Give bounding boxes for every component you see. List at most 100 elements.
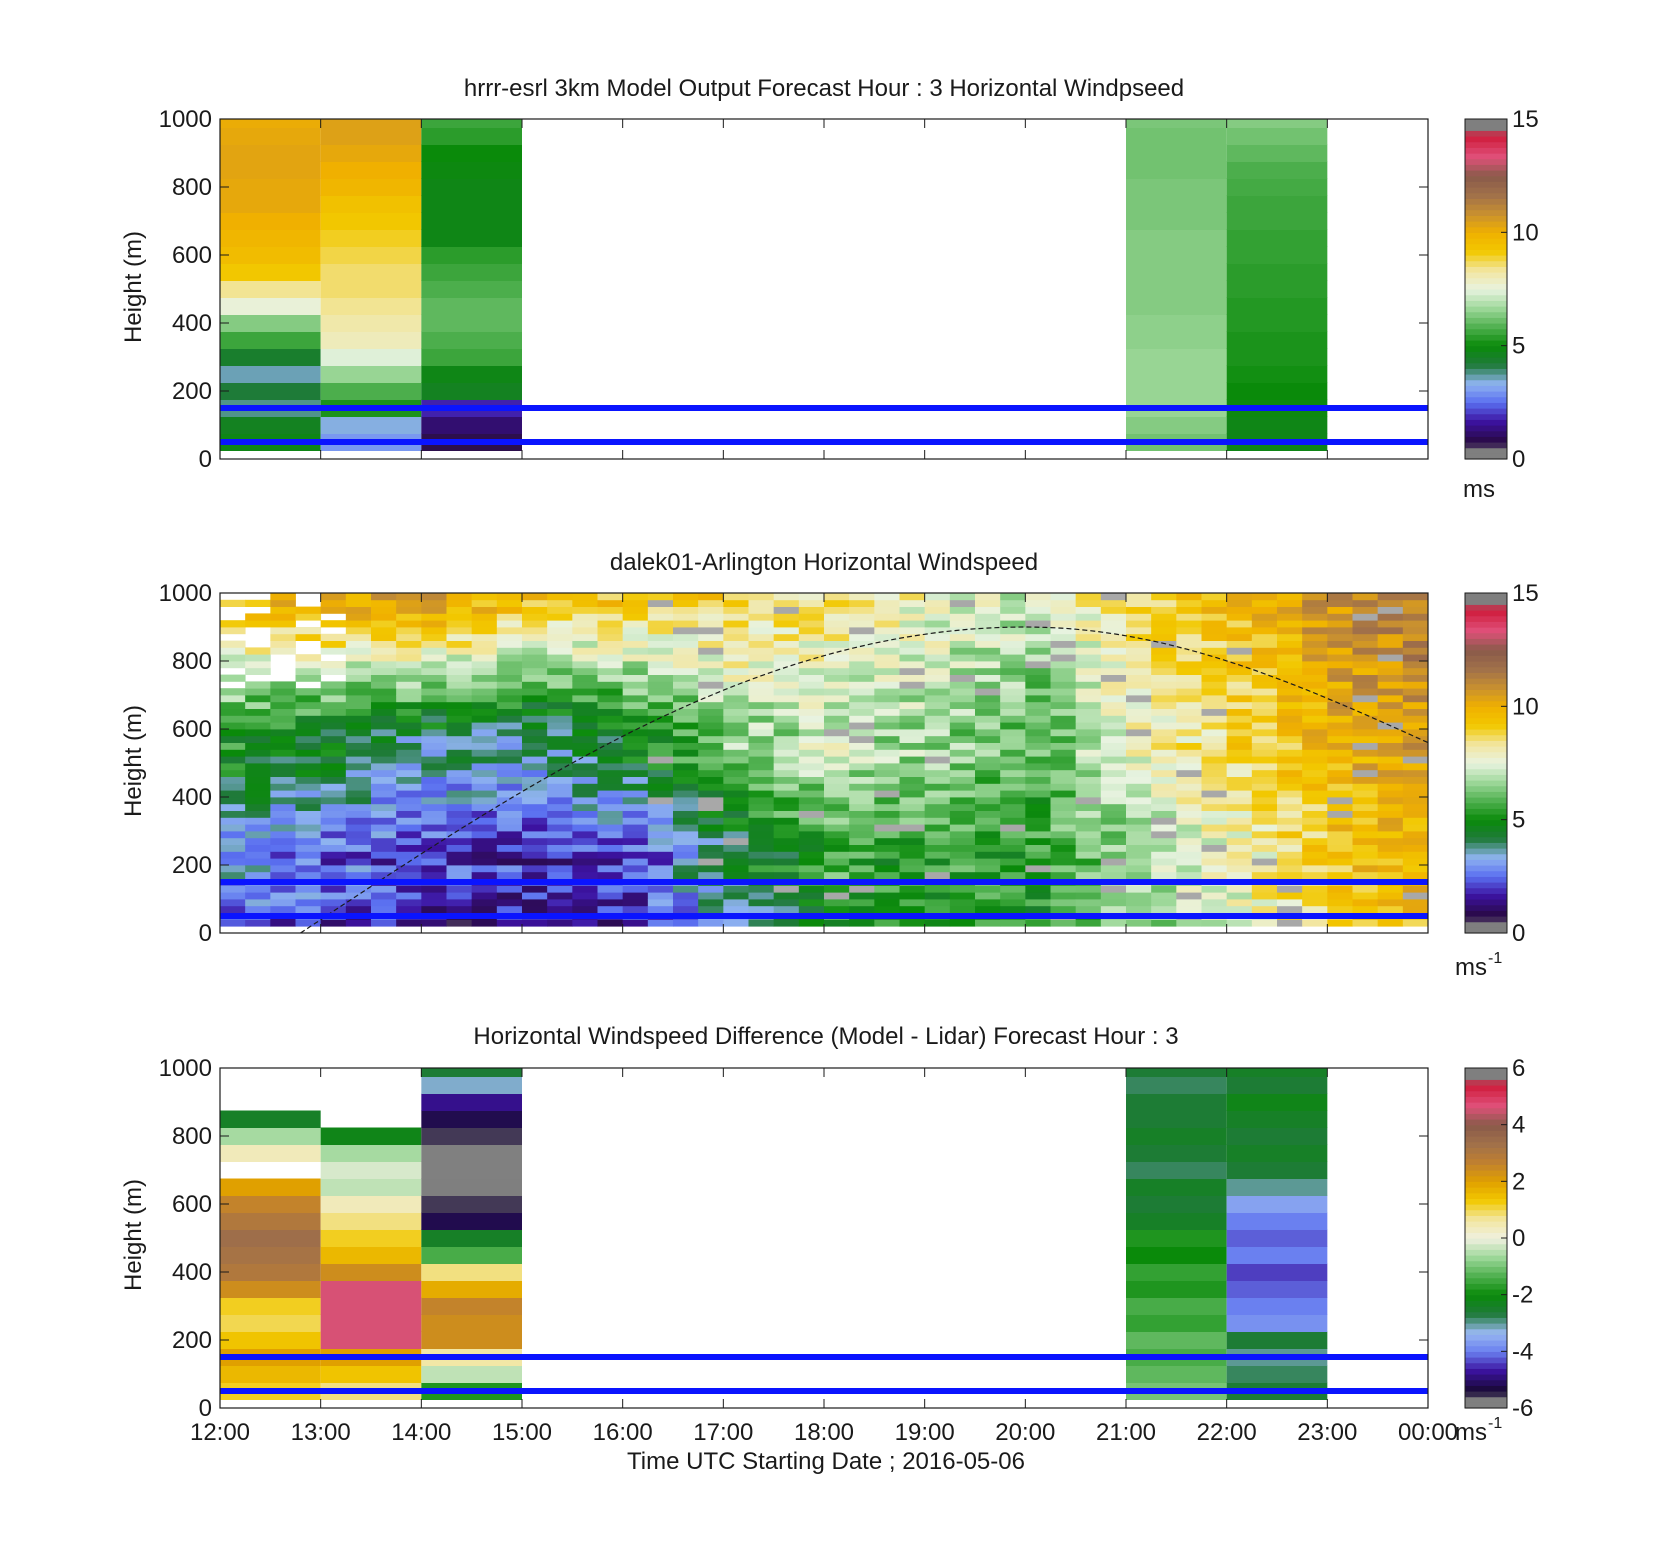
heatmap-cell xyxy=(597,756,624,764)
heatmap-cell xyxy=(1302,674,1328,682)
heatmap-cell xyxy=(572,756,598,764)
heatmap-cell xyxy=(471,654,498,662)
heatmap-cell xyxy=(1126,1314,1227,1332)
heatmap-cell xyxy=(320,749,347,757)
heatmap-cell xyxy=(1050,905,1077,913)
heatmap-cell xyxy=(471,715,498,723)
heatmap-cell xyxy=(698,593,724,601)
heatmap-cell xyxy=(1151,667,1177,675)
heatmap-cell xyxy=(220,919,246,927)
heatmap-cell xyxy=(899,695,926,703)
heatmap-cell xyxy=(1327,769,1353,777)
heatmap-cell xyxy=(270,708,296,716)
heatmap-cell xyxy=(1302,627,1328,635)
heatmap-cell xyxy=(698,763,724,771)
heatmap-cell xyxy=(1226,212,1328,230)
colorbar-segment xyxy=(1465,1215,1507,1222)
heatmap-cell xyxy=(673,865,699,873)
heatmap-cell xyxy=(1277,851,1303,859)
heatmap-cell xyxy=(471,824,498,832)
heatmap-cell xyxy=(723,674,749,682)
heatmap-cell xyxy=(1377,633,1404,641)
heatmap-cell xyxy=(899,681,926,689)
heatmap-cell xyxy=(1000,790,1026,798)
heatmap-cell xyxy=(270,858,296,866)
heatmap-cell xyxy=(1352,708,1379,716)
heatmap-cell xyxy=(1126,763,1152,771)
heatmap-cell xyxy=(924,817,951,825)
colorbar-segment xyxy=(1465,683,1507,690)
heatmap-cell xyxy=(220,837,246,845)
heatmap-cell xyxy=(1176,606,1202,614)
heatmap-cell xyxy=(899,831,926,839)
heatmap-cell xyxy=(1277,756,1303,764)
heatmap-cell xyxy=(220,871,246,879)
heatmap-cell xyxy=(220,314,321,332)
heatmap-cell xyxy=(824,871,850,879)
heatmap-cell xyxy=(371,865,397,873)
heatmap-cell xyxy=(1251,647,1278,655)
heatmap-cell xyxy=(924,899,951,907)
heatmap-cell xyxy=(1327,831,1353,839)
heatmap-cell xyxy=(1302,708,1328,716)
heatmap-cell xyxy=(949,606,976,614)
heatmap-cell xyxy=(1176,715,1202,723)
heatmap-cell xyxy=(295,749,322,757)
heatmap-cell xyxy=(924,858,951,866)
heatmap-cell xyxy=(270,905,296,913)
heatmap-cell xyxy=(320,667,347,675)
heatmap-cell xyxy=(1126,729,1152,737)
colorbar-segment xyxy=(1465,717,1507,724)
heatmap-cell xyxy=(824,688,850,696)
heatmap-cell xyxy=(1251,919,1278,927)
heatmap-cell xyxy=(773,776,800,784)
heatmap-cell xyxy=(220,348,321,366)
heatmap-cell xyxy=(798,817,825,825)
heatmap-cell xyxy=(446,701,473,709)
heatmap-cell xyxy=(924,837,951,845)
heatmap-cell xyxy=(245,865,271,873)
heatmap-cell xyxy=(698,790,724,798)
heatmap-cell xyxy=(1151,790,1177,798)
heatmap-cell xyxy=(1226,701,1253,709)
heatmap-cell xyxy=(1251,667,1278,675)
heatmap-cell xyxy=(723,837,749,845)
heatmap-cell xyxy=(320,735,347,743)
heatmap-cell xyxy=(496,633,523,641)
heatmap-cell xyxy=(270,681,296,689)
heatmap-cell xyxy=(446,892,473,900)
heatmap-cell xyxy=(1251,742,1278,750)
heatmap-cell xyxy=(1025,803,1051,811)
heatmap-cell xyxy=(1201,640,1228,648)
heatmap-cell xyxy=(1126,263,1227,281)
heatmap-cell xyxy=(446,749,473,757)
heatmap-cell xyxy=(496,919,523,927)
heatmap-cell xyxy=(371,701,397,709)
heatmap-cell xyxy=(1251,620,1278,628)
colorbar-segment xyxy=(1465,153,1507,160)
heatmap-cell xyxy=(345,749,372,757)
heatmap-cell xyxy=(773,749,800,757)
heatmap-cell xyxy=(647,837,674,845)
heatmap-cell xyxy=(1025,851,1051,859)
heatmap-cell xyxy=(698,729,724,737)
heatmap-cell xyxy=(899,749,926,757)
heatmap-cell xyxy=(874,803,900,811)
heatmap-cell xyxy=(1327,749,1353,757)
heatmap-cell xyxy=(1226,803,1253,811)
heatmap-cell xyxy=(522,756,548,764)
heatmap-cell xyxy=(421,606,447,614)
heatmap-cell xyxy=(572,899,598,907)
heatmap-cell xyxy=(647,892,674,900)
heatmap-cell xyxy=(949,858,976,866)
heatmap-cell xyxy=(1277,824,1303,832)
heatmap-cell xyxy=(421,1331,522,1349)
heatmap-cell xyxy=(572,824,598,832)
heatmap-cell xyxy=(1277,674,1303,682)
heatmap-cell xyxy=(1151,620,1177,628)
heatmap-cell xyxy=(773,742,800,750)
heatmap-cell xyxy=(1327,647,1353,655)
heatmap-cell xyxy=(1277,681,1303,689)
heatmap-cell xyxy=(1126,1144,1227,1162)
colorbar-segment xyxy=(1465,447,1507,454)
